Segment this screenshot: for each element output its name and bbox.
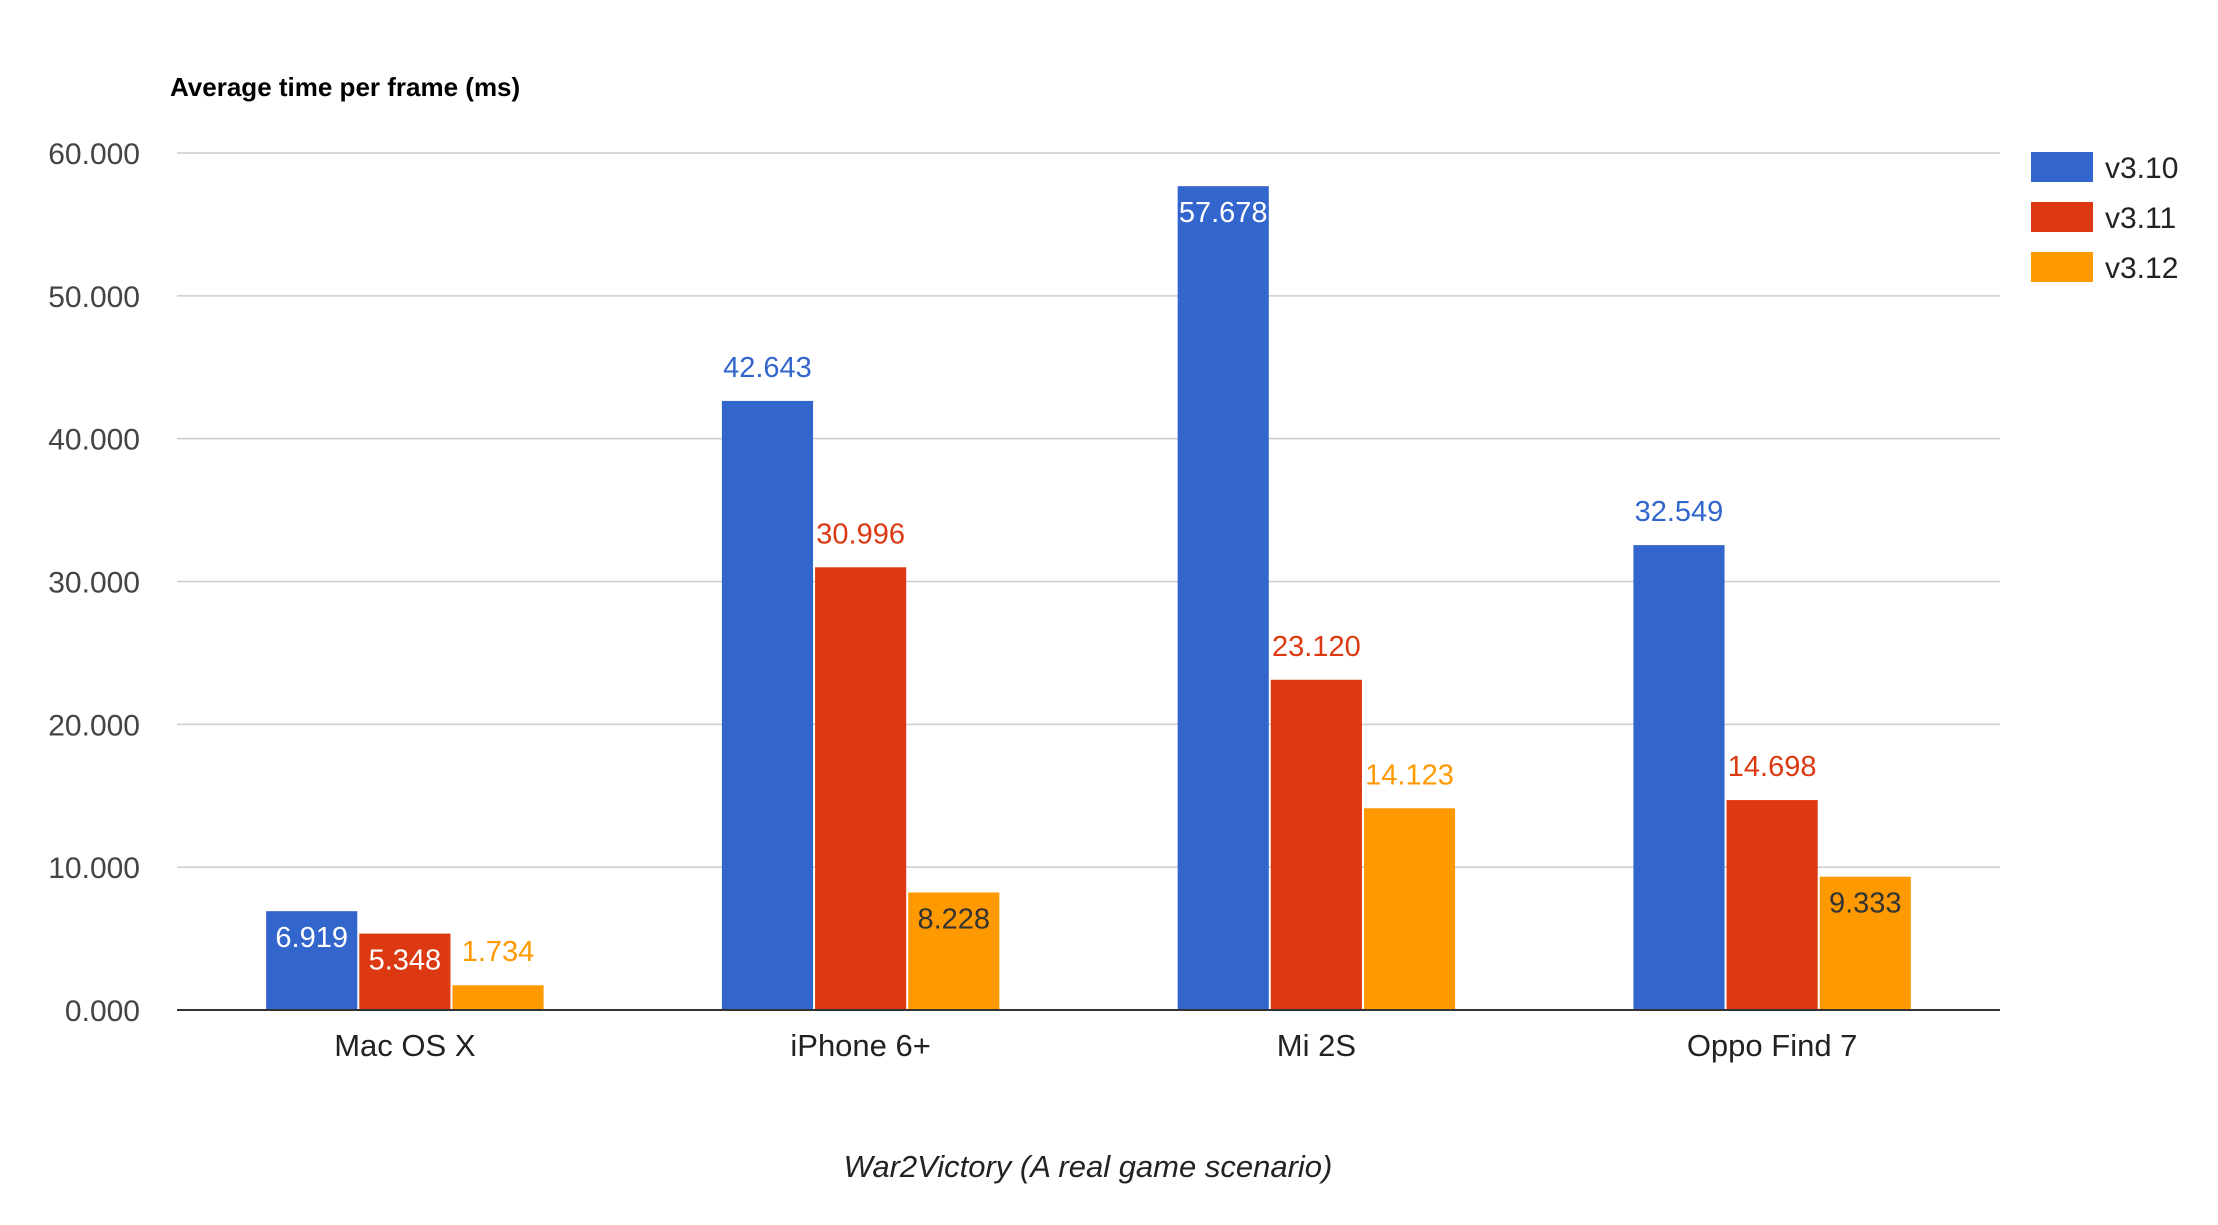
bar-v3-10-oppo-find-7[interactable] <box>1633 545 1725 1010</box>
data-label: 57.678 <box>1179 197 1268 229</box>
data-label: 32.549 <box>1635 496 1724 528</box>
data-label: 30.996 <box>816 518 905 550</box>
data-label: 14.123 <box>1365 759 1454 791</box>
x-tick-label: Mi 2S <box>1277 1028 1356 1063</box>
bar-v3-11-iphone-6[interactable] <box>815 567 907 1010</box>
legend-swatch-v3-11 <box>2031 202 2093 232</box>
y-tick-label: 50.000 <box>48 281 140 314</box>
x-axis-ticks: Mac OS X iPhone 6+ Mi 2S Oppo Find 7 <box>334 1028 1857 1063</box>
data-label: 1.734 <box>462 936 535 968</box>
data-label: 23.120 <box>1272 631 1361 663</box>
x-tick-label: Mac OS X <box>334 1028 476 1063</box>
legend-label: v3.10 <box>2105 152 2178 185</box>
bar-v3-10-mi-2s[interactable] <box>1177 186 1269 1010</box>
chart-title: Average time per frame (ms) <box>170 72 520 102</box>
legend-swatch-v3-12 <box>2031 252 2093 282</box>
data-label: 14.698 <box>1728 751 1817 783</box>
x-axis-title: War2Victory (A real game scenario) <box>844 1149 1333 1184</box>
y-tick-label: 0.000 <box>65 995 140 1028</box>
x-tick-label: iPhone 6+ <box>790 1028 930 1063</box>
bar-v3-12-mi-2s[interactable] <box>1363 808 1456 1010</box>
y-tick-label: 20.000 <box>48 709 140 742</box>
legend-label: v3.11 <box>2105 202 2176 235</box>
bar-v3-10-mac-os-x[interactable] <box>266 911 358 1010</box>
data-labels: 6.919 5.348 1.734 42.643 30.996 8.228 57.678 23… <box>275 197 1901 976</box>
data-label: 5.348 <box>369 945 442 977</box>
legend: v3.10 v3.11 v3.12 <box>2031 152 2178 285</box>
bar-v3-12-oppo-find-7[interactable] <box>1819 876 1911 1010</box>
y-tick-label: 60.000 <box>48 138 140 171</box>
bar-v3-12-iphone-6[interactable] <box>908 892 1000 1010</box>
bar-v3-11-oppo-find-7[interactable] <box>1726 800 1818 1010</box>
bar-v3-10-iphone-6[interactable] <box>721 400 814 1011</box>
legend-swatch-v3-10 <box>2031 152 2093 182</box>
bars <box>266 186 1911 1011</box>
bar-v3-11-mi-2s[interactable] <box>1270 679 1362 1010</box>
y-tick-label: 10.000 <box>48 852 140 885</box>
y-axis-ticks: 0.000 10.000 20.000 30.000 40.000 50.000 60.00… <box>48 138 140 1028</box>
legend-label: v3.12 <box>2105 252 2178 285</box>
y-tick-label: 30.000 <box>48 567 140 600</box>
bar-v3-12-mac-os-x[interactable] <box>452 985 544 1010</box>
data-label: 6.919 <box>275 922 348 954</box>
x-tick-label: Oppo Find 7 <box>1687 1028 1858 1063</box>
bar-v3-11-mac-os-x[interactable] <box>359 933 451 1010</box>
data-label: 9.333 <box>1829 888 1902 920</box>
y-tick-label: 40.000 <box>48 424 140 457</box>
data-label: 8.228 <box>917 903 990 935</box>
data-label: 42.643 <box>723 352 812 384</box>
